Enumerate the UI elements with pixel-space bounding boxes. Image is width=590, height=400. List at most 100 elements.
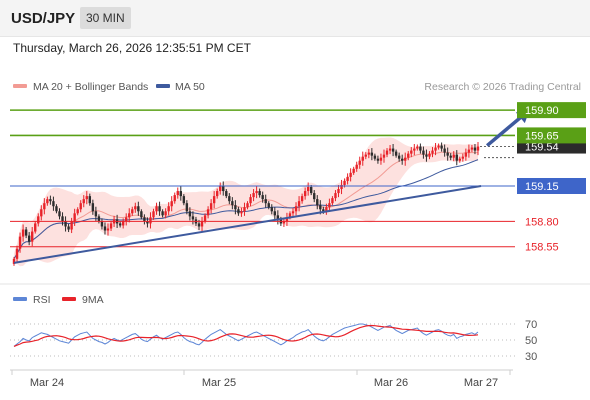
candle [215,188,219,199]
candle-body [373,155,377,159]
candle-body [37,216,40,224]
candle-body [425,154,428,157]
candle [400,154,404,165]
candle-body [285,217,289,222]
candle [331,196,334,206]
candle-body [40,209,43,217]
candle [173,192,176,204]
candle [346,173,349,185]
candle [385,148,389,158]
candle [464,148,468,161]
candle [64,216,67,232]
interval-button[interactable]: 30 MIN [80,7,131,29]
candle [191,211,195,225]
candle-body [246,203,249,208]
candle [416,144,419,151]
candle [391,144,395,157]
candle [206,206,210,219]
candle-body [419,146,422,151]
candle [388,145,392,155]
candle-body [215,191,219,197]
candle [349,168,352,182]
candle-body [446,152,449,156]
candle-body [349,172,352,177]
candle [24,226,28,239]
candle [155,202,158,215]
rsi-grid: 70 50 30 [10,319,537,363]
candle-body [282,221,286,224]
candle [70,217,73,234]
candle [161,209,164,218]
candle-body [297,201,301,207]
candle-body [343,180,346,185]
candle [264,194,267,208]
candle [382,149,386,163]
candle-body [325,207,328,212]
candle-body [464,152,468,157]
candle-body [88,196,92,204]
candle-body [164,211,167,216]
candle [219,182,222,195]
candle [461,153,465,162]
candle-body [428,153,431,157]
candle [431,147,434,158]
candle [12,256,16,266]
candle [455,150,458,166]
candle [225,189,228,199]
candle [222,181,225,196]
candle-body [288,213,292,218]
candle [379,153,383,165]
candle [164,208,167,219]
candle [18,232,22,253]
candle-body [404,157,407,161]
candle-body [70,221,73,230]
candle-body [276,215,280,220]
candle-body [167,206,170,212]
candle [49,195,52,205]
level-labels: 159.54 159.90 159.65 159.15 158.80 158.55 [517,102,586,254]
candle-body [146,221,149,224]
candle [437,143,440,150]
candle [476,141,480,156]
candle-body [231,201,234,206]
candle [58,208,61,220]
candle-body [258,191,261,196]
timestamp: Thursday, March 26, 2026 12:35:51 PM CET [13,41,251,55]
candle-body [364,154,367,157]
candle-body [376,158,380,161]
candle-body [121,221,125,226]
x-tick-label-3: Mar 27 [464,377,498,389]
last-price-label: 159.54 [525,142,559,154]
candle-body [49,199,52,202]
candle-body [27,235,31,242]
ma50-legend-label: MA 50 [175,81,205,93]
candle-body [397,155,401,159]
candle-body [128,213,131,218]
candle-body [46,199,49,204]
candle-body [100,221,104,227]
candle-body [222,186,225,192]
rsi-legend: RSI 9MA [13,294,104,306]
candle [46,196,49,206]
candle-body [400,158,404,161]
candle-body [270,207,273,212]
candle-body [413,148,416,151]
candle-body [106,228,110,231]
candle-body [410,150,413,154]
candle [373,153,377,161]
level-label-4: 158.55 [525,242,559,254]
candle-body [173,195,176,202]
candle [149,212,152,229]
candle [337,184,340,198]
candle-body [206,209,210,216]
candle-body [379,157,383,161]
candle-body [337,189,340,194]
candle [313,190,316,203]
candle-body [294,206,298,212]
candle-body [322,209,325,212]
candle-body [219,186,222,192]
candle [21,224,25,242]
candle [397,152,401,162]
level-tag-1 [517,127,586,144]
candle-body [458,158,462,161]
